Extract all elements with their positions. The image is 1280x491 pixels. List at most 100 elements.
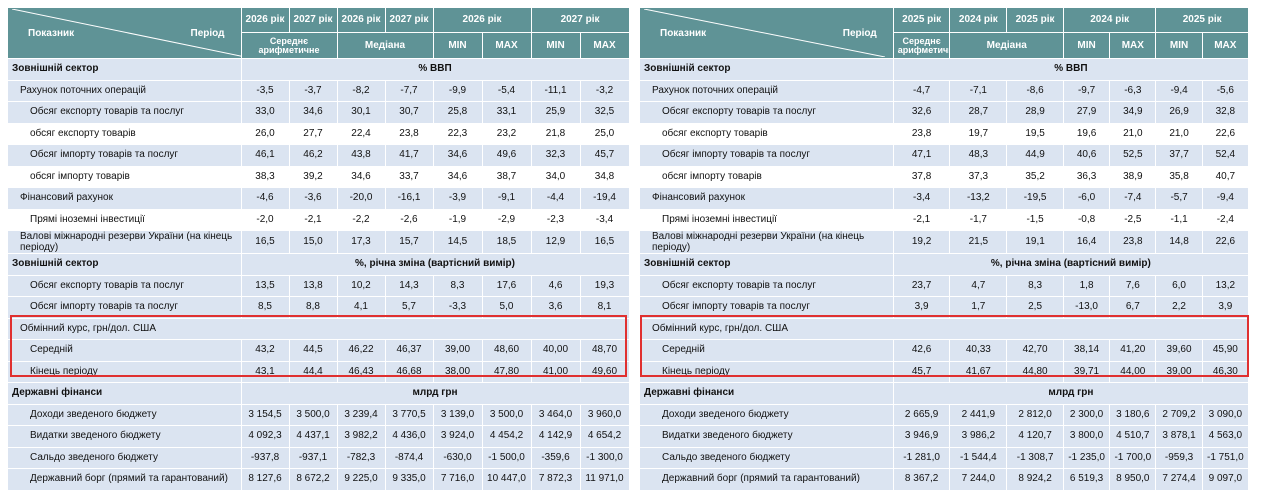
value-cell: 4 654,2 bbox=[580, 425, 630, 448]
value-cell: 3 180,6 bbox=[1109, 404, 1157, 426]
value-cell: -937,1 bbox=[289, 447, 338, 469]
value-cell: 23,8 bbox=[385, 123, 434, 145]
row-label: Обсяг імпорту товарів та послуг bbox=[8, 296, 242, 319]
value-cell: -9,4 bbox=[1202, 187, 1250, 210]
row-label: Кінець періоду bbox=[8, 361, 242, 383]
value-cell: 46,22 bbox=[337, 339, 386, 362]
value-cell: 1,8 bbox=[1063, 275, 1111, 297]
value-cell: 33,7 bbox=[385, 166, 434, 188]
row-label: Сальдо зведеного бюджету bbox=[8, 447, 242, 469]
value-cell: 34,6 bbox=[433, 166, 483, 188]
value-cell: -13,2 bbox=[949, 187, 1008, 210]
stat-header-mean: Середнє арифметичне bbox=[893, 32, 951, 59]
value-cell: -9,4 bbox=[1155, 80, 1203, 102]
value-cell: 18,5 bbox=[482, 230, 532, 254]
value-cell: 8,8 bbox=[289, 296, 338, 319]
table-row: Видатки зведеного бюджету 4 092,3 4 437,1 3… bbox=[8, 425, 630, 448]
table-row: Обсяг імпорту товарів та послуг 47,1 48,3 4… bbox=[640, 144, 1250, 167]
value-cell: 33,1 bbox=[482, 101, 532, 124]
year-header: 2027 рік bbox=[289, 8, 338, 34]
value-cell: 46,30 bbox=[1202, 361, 1250, 383]
value-cell: 2,2 bbox=[1155, 296, 1203, 319]
value-cell: 44,00 bbox=[1109, 361, 1157, 383]
value-cell: 34,6 bbox=[289, 101, 338, 124]
value-cell: 7,6 bbox=[1109, 275, 1157, 297]
value-cell: 3 239,4 bbox=[337, 404, 386, 426]
value-cell: 45,7 bbox=[580, 144, 630, 167]
row-label: Обсяг експорту товарів та послуг bbox=[8, 101, 242, 124]
row-label: обсяг імпорту товарів bbox=[640, 166, 894, 188]
table-row: Прямі іноземні інвестиції -2,1 -1,7 -1,5 -0,… bbox=[640, 209, 1250, 231]
value-cell: 4 454,2 bbox=[482, 425, 532, 448]
forecast-table-2026-2027: Показник Період 2026 рік 2027 рік 2026 р… bbox=[8, 8, 630, 491]
corner-diagonal bbox=[644, 9, 885, 57]
stat-header-median: Медіана bbox=[949, 32, 1064, 59]
section-unit: %, річна зміна (вартісний вимір) bbox=[241, 253, 630, 276]
value-cell: 3 500,0 bbox=[482, 404, 532, 426]
value-cell: 2 441,9 bbox=[949, 404, 1008, 426]
value-cell: -782,3 bbox=[337, 447, 386, 469]
section-unit: млрд грн bbox=[241, 382, 630, 405]
value-cell: 14,5 bbox=[433, 230, 483, 254]
corner-diagonal bbox=[12, 9, 240, 57]
value-cell: -2,6 bbox=[385, 209, 434, 231]
value-cell: 9 097,0 bbox=[1202, 468, 1250, 491]
value-cell: -1 544,4 bbox=[949, 447, 1008, 469]
value-cell: 22,6 bbox=[1202, 123, 1250, 145]
value-cell: 4 142,9 bbox=[531, 425, 581, 448]
value-cell: 37,7 bbox=[1155, 144, 1203, 167]
stat-header-max: MAX bbox=[1109, 32, 1157, 59]
value-cell: 8 950,0 bbox=[1109, 468, 1157, 491]
table-row: обсяг експорту товарів 26,0 27,7 22,4 23,8 22… bbox=[8, 123, 630, 145]
value-cell: 5,7 bbox=[385, 296, 434, 319]
value-cell: -1 500,0 bbox=[482, 447, 532, 469]
value-cell: 44,9 bbox=[1006, 144, 1064, 167]
row-label: Державний борг (прямий та гарантований) bbox=[640, 468, 894, 491]
section-title: Зовнішній сектор bbox=[640, 253, 894, 276]
value-cell: 9 225,0 bbox=[337, 468, 386, 491]
value-cell: 3 982,2 bbox=[337, 425, 386, 448]
value-cell: -7,1 bbox=[949, 80, 1008, 102]
row-label: обсяг імпорту товарів bbox=[8, 166, 242, 188]
value-cell: 2 665,9 bbox=[893, 404, 951, 426]
year-header: 2027 рік bbox=[385, 8, 434, 34]
table-row: Фінансовий рахунок -4,6 -3,6 -20,0 -16,1 -3,9… bbox=[8, 187, 630, 210]
value-cell: 34,0 bbox=[531, 166, 581, 188]
value-cell: 3,9 bbox=[893, 296, 951, 319]
value-cell: 43,8 bbox=[337, 144, 386, 167]
value-cell: -3,7 bbox=[289, 80, 338, 102]
row-label: Рахунок поточних операцій bbox=[640, 80, 894, 102]
section-unit: млрд грн bbox=[893, 382, 1250, 405]
value-cell: 10 447,0 bbox=[482, 468, 532, 491]
row-label: Доходи зведеного бюджету bbox=[640, 404, 894, 426]
value-cell: 13,8 bbox=[289, 275, 338, 297]
value-cell: 39,00 bbox=[433, 339, 483, 362]
value-cell: 3,9 bbox=[1202, 296, 1250, 319]
value-cell: 28,9 bbox=[1006, 101, 1064, 124]
value-cell: 28,7 bbox=[949, 101, 1008, 124]
value-cell: 15,0 bbox=[289, 230, 338, 254]
value-cell: 4,6 bbox=[531, 275, 581, 297]
row-label: Видатки зведеного бюджету bbox=[8, 425, 242, 448]
section-title: Державні фінанси bbox=[8, 382, 242, 405]
value-cell: 45,90 bbox=[1202, 339, 1250, 362]
stat-header-min: MIN bbox=[531, 32, 581, 59]
row-label: Рахунок поточних операцій bbox=[8, 80, 242, 102]
table-row: Сальдо зведеного бюджету -1 281,0 -1 544,4… bbox=[640, 447, 1250, 469]
value-cell: -3,4 bbox=[893, 187, 951, 210]
row-label: Кінець періоду bbox=[640, 361, 894, 383]
value-cell: 3 946,9 bbox=[893, 425, 951, 448]
year-header: 2027 рік bbox=[531, 8, 630, 34]
value-cell: 19,7 bbox=[949, 123, 1008, 145]
value-cell: 33,0 bbox=[241, 101, 290, 124]
row-label: Фінансовий рахунок bbox=[640, 187, 894, 210]
value-cell: 25,0 bbox=[580, 123, 630, 145]
value-cell: -2,9 bbox=[482, 209, 532, 231]
table-row: Валові міжнародні резерви України (на кі… bbox=[8, 230, 630, 254]
row-label: Валові міжнародні резерви України (на кі… bbox=[8, 230, 242, 254]
value-cell: -1 700,0 bbox=[1109, 447, 1157, 469]
value-cell: -2,1 bbox=[893, 209, 951, 231]
value-cell: 21,5 bbox=[949, 230, 1008, 254]
value-cell: -2,2 bbox=[337, 209, 386, 231]
value-cell: 19,5 bbox=[1006, 123, 1064, 145]
